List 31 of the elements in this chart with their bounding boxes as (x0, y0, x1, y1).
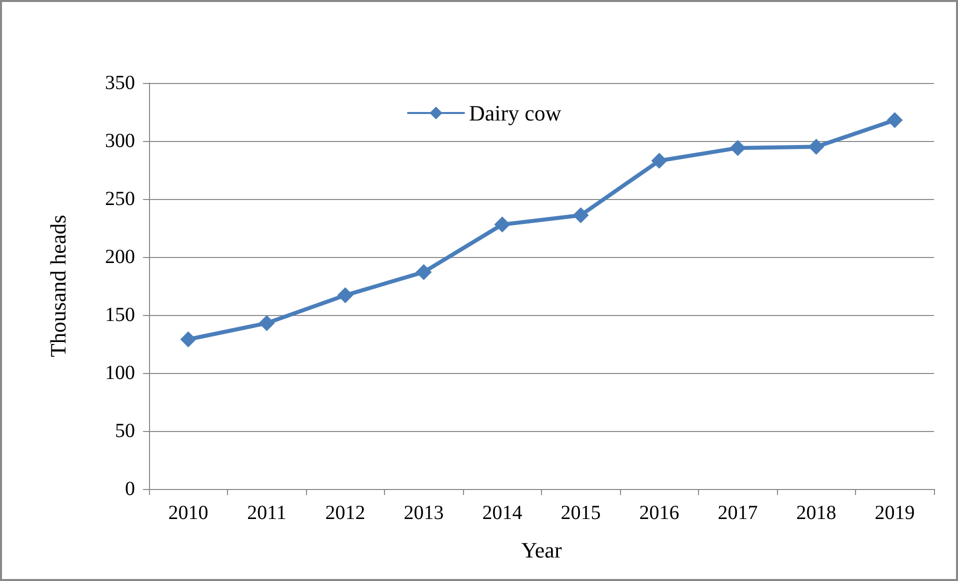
legend-label: Dairy cow (469, 100, 562, 126)
point (651, 152, 668, 169)
y-tick-label: 150 (105, 304, 135, 326)
point (337, 287, 354, 304)
point (886, 112, 903, 128)
y-tick-label: 0 (125, 478, 135, 500)
point (572, 207, 589, 224)
x-tick-label: 2014 (482, 502, 522, 524)
x-tick-label: 2015 (560, 502, 601, 524)
point (180, 331, 196, 348)
x-axis-title: Year (521, 538, 562, 562)
x-tick-label: 2012 (325, 502, 366, 524)
point (808, 138, 824, 155)
x-tick-label: 2011 (247, 502, 286, 524)
point (494, 216, 510, 233)
y-tick-label: 350 (105, 72, 135, 94)
x-tick-label: 2018 (796, 502, 836, 524)
y-tick-label: 100 (105, 362, 135, 384)
y-tick-label: 50 (115, 420, 135, 442)
y-tick-label: 300 (105, 130, 135, 152)
point (730, 140, 746, 156)
y-tick-label: 200 (105, 246, 135, 268)
x-tick-label: 2016 (639, 502, 680, 524)
x-tick-label: 2010 (168, 502, 208, 524)
x-tick-label: 2013 (404, 502, 444, 524)
point (416, 264, 432, 280)
point (258, 315, 275, 332)
x-tick-label: 2017 (718, 502, 758, 524)
y-axis-title: Thousand heads (46, 214, 70, 358)
y-tick-label: 250 (105, 188, 135, 210)
x-tick-label: 2019 (874, 502, 915, 524)
